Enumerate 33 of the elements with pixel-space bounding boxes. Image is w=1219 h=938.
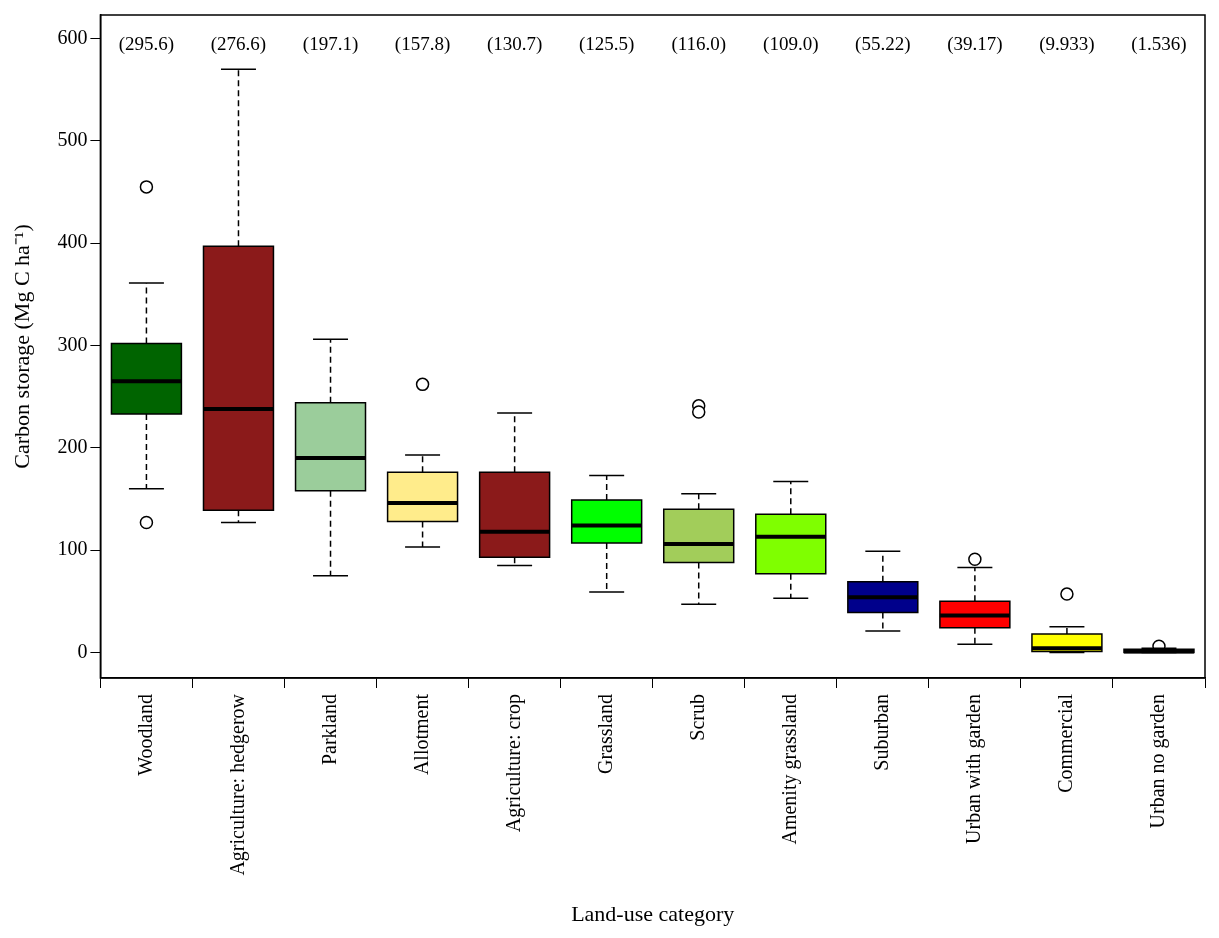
annotation: (9.933) — [1039, 32, 1095, 55]
x-tick-label: Commercial — [1054, 693, 1077, 793]
annotation: (197.1) — [302, 32, 359, 55]
x-tick-label: Agriculture: hedgerow — [225, 693, 249, 876]
x-axis-title: Land-use category — [571, 900, 735, 926]
annotation: (130.7) — [486, 32, 543, 55]
x-tick-label: Amenity grassland — [778, 694, 802, 845]
y-tick-label: 600 — [57, 25, 88, 48]
annotation: (295.6) — [118, 32, 175, 55]
annotation: (39.17) — [947, 32, 1003, 55]
x-tick-label: Parkland — [317, 694, 340, 766]
y-tick-label: 200 — [57, 435, 88, 458]
x-tick-label: Grassland — [593, 694, 616, 774]
y-tick-label: 100 — [57, 537, 88, 560]
annotation: (276.6) — [210, 32, 267, 55]
x-tick-label: Scrub — [685, 694, 708, 741]
x-tick-label: Urban with garden — [962, 694, 986, 844]
y-tick-label: 0 — [77, 639, 88, 662]
annotation: (116.0) — [671, 32, 727, 55]
x-tick-label: Urban no garden — [1146, 694, 1170, 829]
x-tick-label: Suburban — [870, 694, 893, 771]
y-axis-title: Carbon storage (Mg C ha⁻¹) — [8, 224, 34, 469]
annotation: (1.536) — [1131, 32, 1187, 55]
x-tick-label: Allotment — [409, 693, 432, 776]
annotation: (125.5) — [578, 32, 635, 55]
x-tick-label: Agriculture: crop — [501, 694, 525, 833]
annotation: (55.22) — [855, 32, 911, 55]
annotation: (109.0) — [763, 32, 819, 55]
y-tick-label: 400 — [57, 230, 88, 253]
x-tick-label: Woodland — [133, 694, 156, 776]
y-tick-label: 500 — [57, 128, 88, 151]
y-tick-label: 300 — [57, 332, 88, 355]
annotation: (157.8) — [394, 32, 451, 55]
